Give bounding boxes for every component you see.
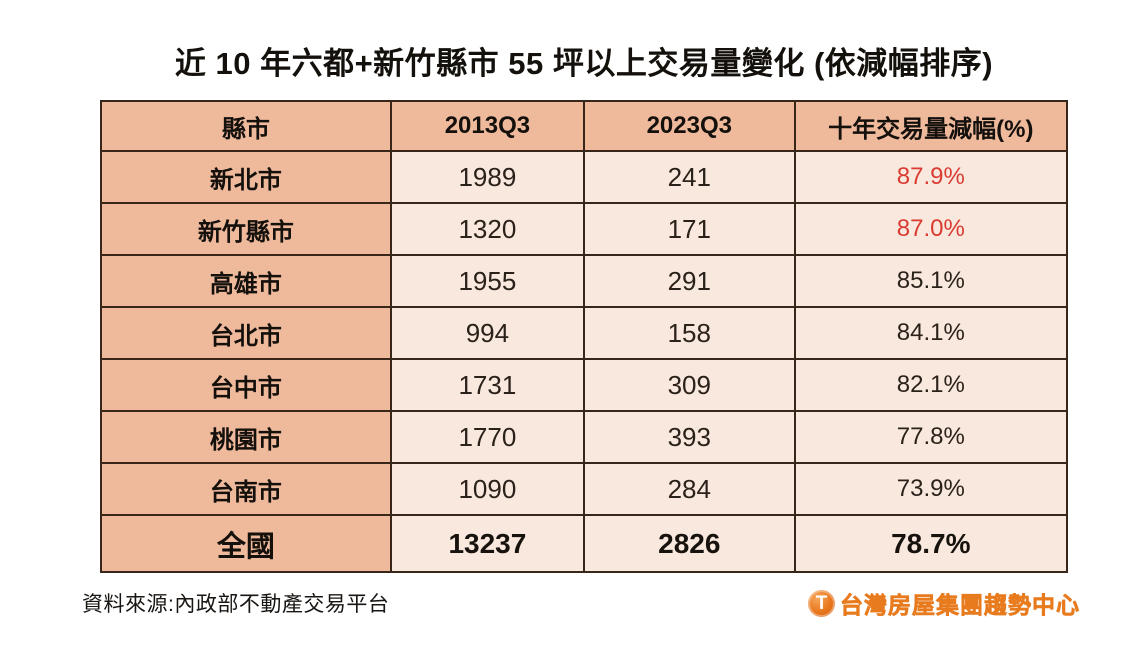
column-header-city: 縣市 xyxy=(100,100,392,152)
city-cell: 新竹縣市 xyxy=(100,202,392,256)
city-cell: 台南市 xyxy=(100,462,392,516)
decline-pct-cell: 87.0% xyxy=(793,202,1069,256)
column-header-decline: 十年交易量減幅(%) xyxy=(793,100,1069,152)
column-header-2023q3: 2023Q3 xyxy=(582,100,796,152)
table-row: 台中市 1731 309 82.1% xyxy=(100,358,1069,412)
value-2023-cell: 291 xyxy=(582,254,796,308)
value-2013-cell: 1731 xyxy=(389,358,585,412)
city-cell: 台中市 xyxy=(100,358,392,412)
value-2023-cell: 309 xyxy=(582,358,796,412)
transactions-table: 縣市 2013Q3 2023Q3 十年交易量減幅(%) 新北市 1989 241… xyxy=(100,100,1069,573)
table-row: 新竹縣市 1320 171 87.0% xyxy=(100,202,1069,256)
total-label-cell: 全國 xyxy=(100,514,392,573)
city-cell: 台北市 xyxy=(100,306,392,360)
total-row: 全國 13237 2826 78.7% xyxy=(100,514,1069,573)
value-2023-cell: 393 xyxy=(582,410,796,464)
value-2013-cell: 1090 xyxy=(389,462,585,516)
total-2023-cell: 2826 xyxy=(582,514,796,573)
decline-pct-cell: 84.1% xyxy=(793,306,1069,360)
value-2013-cell: 1955 xyxy=(389,254,585,308)
source-note: 資料來源:內政部不動產交易平台 xyxy=(82,593,390,616)
decline-pct-cell: 87.9% xyxy=(793,150,1069,204)
column-header-2013q3: 2013Q3 xyxy=(389,100,585,152)
total-2013-cell: 13237 xyxy=(389,514,585,573)
city-cell: 桃園市 xyxy=(100,410,392,464)
page-title: 近 10 年六都+新竹縣市 55 坪以上交易量變化 (依減幅排序) xyxy=(174,46,994,81)
value-2023-cell: 241 xyxy=(582,150,796,204)
value-2013-cell: 1320 xyxy=(389,202,585,256)
table-row: 新北市 1989 241 87.9% xyxy=(100,150,1069,204)
value-2013-cell: 1989 xyxy=(389,150,585,204)
value-2013-cell: 1770 xyxy=(389,410,585,464)
value-2023-cell: 158 xyxy=(582,306,796,360)
value-2013-cell: 994 xyxy=(389,306,585,360)
decline-pct-cell: 85.1% xyxy=(793,254,1069,308)
decline-pct-cell: 82.1% xyxy=(793,358,1069,412)
value-2023-cell: 284 xyxy=(582,462,796,516)
total-decline-pct-cell: 78.7% xyxy=(793,514,1069,573)
brand-logo-text: 台灣房屋集團趨勢中心 xyxy=(840,592,1080,619)
brand-logo: T 台灣房屋集團趨勢中心 xyxy=(808,586,1080,620)
decline-pct-cell: 77.8% xyxy=(793,410,1069,464)
brand-logo-icon: T xyxy=(808,589,835,617)
table-row: 台南市 1090 284 73.9% xyxy=(100,462,1069,516)
table-row: 台北市 994 158 84.1% xyxy=(100,306,1069,360)
city-cell: 高雄市 xyxy=(100,254,392,308)
decline-pct-cell: 73.9% xyxy=(793,462,1069,516)
header-row: 縣市 2013Q3 2023Q3 十年交易量減幅(%) xyxy=(100,100,1069,152)
value-2023-cell: 171 xyxy=(582,202,796,256)
city-cell: 新北市 xyxy=(100,150,392,204)
table-row: 高雄市 1955 291 85.1% xyxy=(100,254,1069,308)
table-row: 桃園市 1770 393 77.8% xyxy=(100,410,1069,464)
